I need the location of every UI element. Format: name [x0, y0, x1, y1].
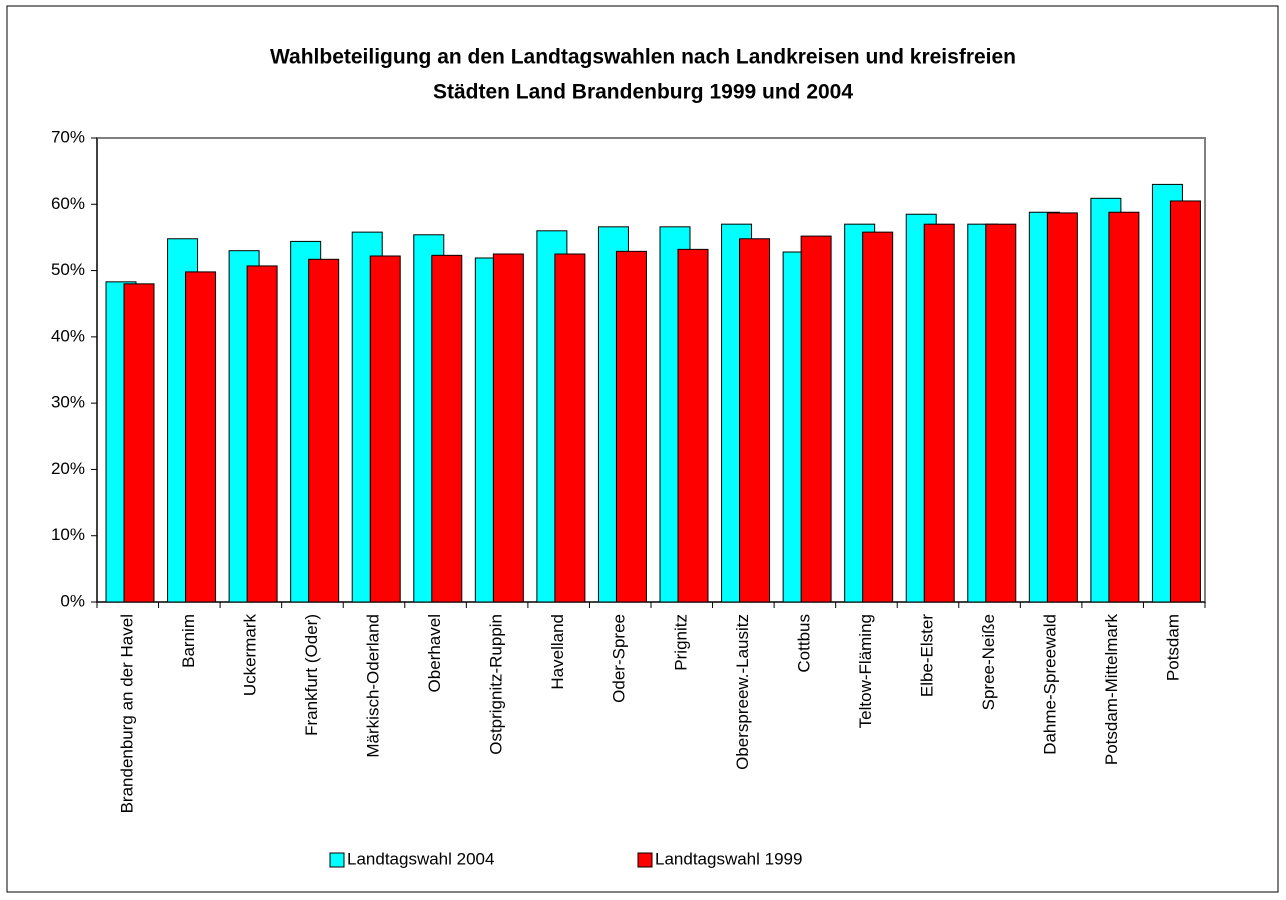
x-tick-label: Cottbus: [794, 614, 813, 673]
chart-title: Städten Land Brandenburg 1999 und 2004: [433, 81, 853, 104]
x-tick-label: Barnim: [179, 614, 198, 668]
x-tick-label: Teltow-Fläming: [856, 614, 875, 728]
bar: [1108, 211, 1140, 603]
bar: [985, 223, 1017, 603]
x-tick-label: Havelland: [548, 614, 567, 690]
bar: [308, 258, 340, 603]
legend-label: Landtagswahl 1999: [655, 849, 802, 868]
y-tick-label: 30%: [51, 393, 85, 412]
x-tick-label: Elbe-Elster: [917, 614, 936, 697]
bar: [431, 254, 463, 603]
bar: [1046, 212, 1078, 603]
bar: [123, 283, 155, 603]
bar: [554, 253, 586, 603]
x-tick-label: Ostprignitz-Ruppin: [487, 614, 506, 755]
bar: [862, 231, 894, 603]
legend-swatch: [329, 852, 345, 868]
y-tick-label: 0%: [60, 591, 85, 610]
bar: [1169, 200, 1201, 603]
x-tick-label: Potsdam-Mittelmark: [1102, 614, 1121, 766]
bar: [800, 235, 832, 603]
x-tick-label: Uckermark: [240, 614, 259, 697]
legend-label: Landtagswahl 2004: [347, 849, 494, 868]
bar: [677, 248, 709, 603]
bar: [923, 223, 955, 603]
legend-swatch: [637, 852, 653, 868]
bar: [615, 250, 647, 603]
y-tick-label: 10%: [51, 525, 85, 544]
y-tick-label: 20%: [51, 459, 85, 478]
x-tick-label: Spree-Neiße: [979, 614, 998, 710]
bar: [246, 265, 278, 603]
x-tick-label: Märkisch-Oderland: [363, 614, 382, 758]
bar: [739, 238, 771, 603]
y-tick-label: 70%: [51, 127, 85, 146]
x-tick-label: Oberspreew.-Lausitz: [733, 614, 752, 770]
y-tick-label: 60%: [51, 194, 85, 213]
x-tick-label: Potsdam: [1164, 614, 1183, 681]
x-tick-label: Oder-Spree: [610, 614, 629, 703]
bar: [492, 253, 524, 603]
bar: [185, 271, 217, 603]
x-tick-label: Brandenburg an der Havel: [117, 614, 136, 813]
y-tick-label: 50%: [51, 260, 85, 279]
chart-title: Wahlbeteiligung an den Landtagswahlen na…: [270, 46, 1016, 69]
x-tick-label: Oberhavel: [425, 614, 444, 692]
x-tick-label: Frankfurt (Oder): [302, 614, 321, 736]
bar: [369, 255, 401, 603]
y-tick-label: 40%: [51, 326, 85, 345]
x-tick-label: Prignitz: [671, 614, 690, 671]
x-tick-label: Dahme-Spreewald: [1041, 614, 1060, 755]
